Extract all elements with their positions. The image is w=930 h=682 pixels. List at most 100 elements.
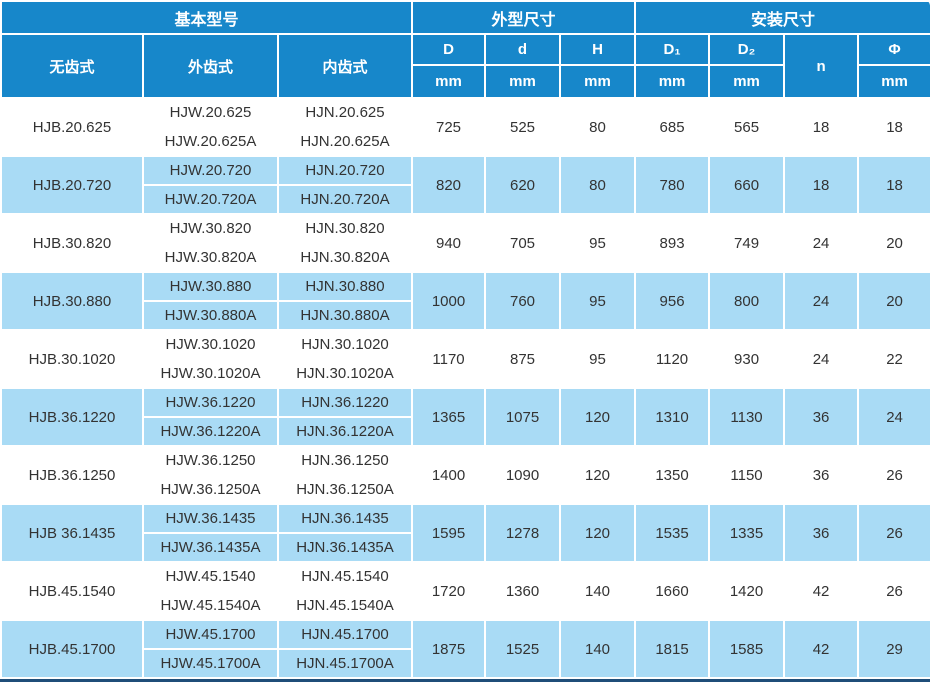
- model-internal-variant-cell: HJN.45.1540A: [276, 590, 414, 621]
- model-external-cell: HJW.30.820: [142, 213, 279, 244]
- model-external-cell: HJW.20.720: [142, 155, 279, 186]
- col-header-phi: Φ: [857, 33, 930, 66]
- value-cell: 95: [559, 213, 637, 273]
- model-toothless-cell: HJB.45.1540: [0, 561, 144, 621]
- model-internal-cell: HJN.36.1220: [276, 387, 414, 418]
- value-cell: 1360: [484, 561, 562, 621]
- table-row: HJB.30.880 HJW.30.880 HJN.30.880 1000 760 95 9…: [0, 271, 930, 331]
- value-cell: 24: [783, 329, 860, 389]
- value-cell: 1130: [708, 387, 786, 447]
- unit-d: mm: [484, 64, 562, 99]
- table-row-variant: HJW.36.1220A HJN.36.1220A: [1, 416, 930, 447]
- unit-D1: mm: [634, 64, 711, 99]
- value-cell: 95: [559, 329, 637, 389]
- value-cell: 140: [559, 561, 637, 621]
- model-toothless-cell: HJB.20.720: [0, 155, 144, 215]
- table-header: 基本型号 外型尺寸 安装尺寸 无齿式 外齿式 内齿式 D d H D₁ D₂ n…: [0, 0, 930, 99]
- value-cell: 20: [857, 213, 930, 273]
- value-cell: 565: [708, 97, 786, 157]
- model-internal-cell: HJN.30.820: [276, 213, 414, 244]
- table-row-variant: HJW.36.1250A HJN.36.1250A: [1, 474, 930, 505]
- value-cell: 1120: [634, 329, 711, 389]
- model-internal-variant-cell: HJN.36.1435A: [276, 532, 414, 563]
- value-cell: 725: [411, 97, 487, 157]
- table-row: HJB.30.1020 HJW.30.1020 HJN.30.1020 1170 875…: [0, 329, 930, 389]
- model-external-variant-cell: HJW.36.1220A: [142, 416, 279, 447]
- col-header-D: D: [411, 33, 487, 66]
- col-header-toothless: 无齿式: [0, 33, 144, 99]
- value-cell: 1150: [708, 445, 786, 505]
- col-header-external-gear: 外齿式: [142, 33, 279, 99]
- value-cell: 1525: [484, 619, 562, 679]
- model-internal-cell: HJN.36.1435: [276, 503, 414, 534]
- value-cell: 42: [783, 561, 860, 621]
- model-external-variant-cell: HJW.20.625A: [142, 126, 279, 157]
- value-cell: 525: [484, 97, 562, 157]
- model-external-variant-cell: HJW.36.1435A: [142, 532, 279, 563]
- value-cell: 18: [857, 155, 930, 215]
- header-group-outline-dimensions: 外型尺寸: [411, 0, 637, 35]
- value-cell: 24: [857, 387, 930, 447]
- model-internal-cell: HJN.30.880: [276, 271, 414, 302]
- value-cell: 26: [857, 503, 930, 563]
- col-header-H: H: [559, 33, 637, 66]
- model-internal-cell: HJN.30.1020: [276, 329, 414, 360]
- table-row: HJB.45.1700 HJW.45.1700 HJN.45.1700 1875 152…: [0, 619, 930, 679]
- col-header-D1: D₁: [634, 33, 711, 66]
- col-header-D2: D₂: [708, 33, 786, 66]
- col-header-d: d: [484, 33, 562, 66]
- table-row: HJB.20.625 HJW.20.625 HJN.20.625 725 525 80 68…: [0, 97, 930, 157]
- value-cell: 18: [783, 97, 860, 157]
- model-external-variant-cell: HJW.30.820A: [142, 242, 279, 273]
- model-toothless-cell: HJB.36.1250: [0, 445, 144, 505]
- model-external-cell: HJW.20.625: [142, 97, 279, 128]
- model-external-variant-cell: HJW.45.1540A: [142, 590, 279, 621]
- unit-H: mm: [559, 64, 637, 99]
- model-toothless-cell: HJB.36.1220: [0, 387, 144, 447]
- value-cell: 1365: [411, 387, 487, 447]
- table-row-variant: HJW.20.625A HJN.20.625A: [1, 126, 930, 157]
- value-cell: 80: [559, 97, 637, 157]
- value-cell: 1075: [484, 387, 562, 447]
- model-internal-cell: HJN.20.625: [276, 97, 414, 128]
- value-cell: 930: [708, 329, 786, 389]
- model-internal-variant-cell: HJN.20.625A: [276, 126, 414, 157]
- value-cell: 749: [708, 213, 786, 273]
- value-cell: 36: [783, 445, 860, 505]
- value-cell: 95: [559, 271, 637, 331]
- value-cell: 1660: [634, 561, 711, 621]
- value-cell: 1420: [708, 561, 786, 621]
- model-toothless-cell: HJB.30.820: [0, 213, 144, 273]
- value-cell: 80: [559, 155, 637, 215]
- value-cell: 1335: [708, 503, 786, 563]
- model-internal-cell: HJN.36.1250: [276, 445, 414, 476]
- value-cell: 660: [708, 155, 786, 215]
- value-cell: 24: [783, 213, 860, 273]
- value-cell: 1815: [634, 619, 711, 679]
- model-toothless-cell: HJB 36.1435: [0, 503, 144, 563]
- model-toothless-cell: HJB.45.1700: [0, 619, 144, 679]
- model-external-cell: HJW.36.1435: [142, 503, 279, 534]
- model-internal-variant-cell: HJN.36.1250A: [276, 474, 414, 505]
- value-cell: 26: [857, 561, 930, 621]
- value-cell: 875: [484, 329, 562, 389]
- value-cell: 120: [559, 387, 637, 447]
- value-cell: 800: [708, 271, 786, 331]
- table-row-variant: HJW.45.1540A HJN.45.1540A: [1, 590, 930, 621]
- model-external-cell: HJW.30.880: [142, 271, 279, 302]
- value-cell: 1595: [411, 503, 487, 563]
- table-row-variant: HJW.20.720A HJN.20.720A: [1, 184, 930, 215]
- value-cell: 1310: [634, 387, 711, 447]
- model-toothless-cell: HJB.20.625: [0, 97, 144, 157]
- value-cell: 42: [783, 619, 860, 679]
- value-cell: 1170: [411, 329, 487, 389]
- value-cell: 1875: [411, 619, 487, 679]
- model-toothless-cell: HJB.30.1020: [0, 329, 144, 389]
- value-cell: 1720: [411, 561, 487, 621]
- value-cell: 620: [484, 155, 562, 215]
- value-cell: 780: [634, 155, 711, 215]
- col-header-n: n: [783, 33, 860, 99]
- value-cell: 120: [559, 445, 637, 505]
- model-internal-variant-cell: HJN.30.880A: [276, 300, 414, 331]
